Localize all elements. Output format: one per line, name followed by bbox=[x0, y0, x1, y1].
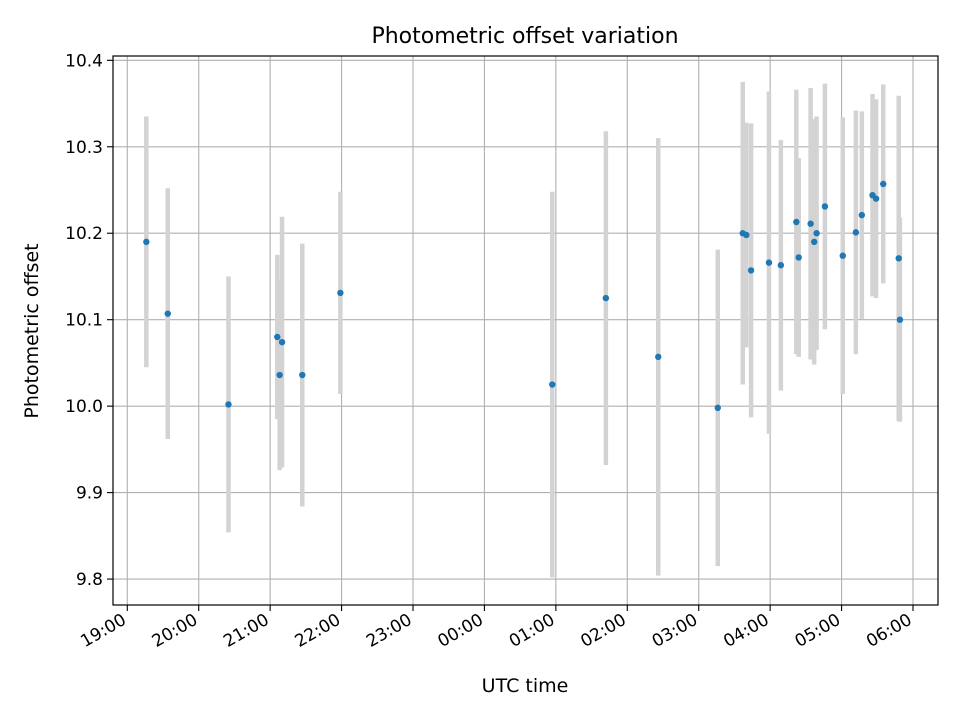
data-point bbox=[810, 238, 818, 246]
data-point bbox=[872, 195, 880, 202]
data-point bbox=[714, 404, 721, 412]
data-point bbox=[274, 333, 281, 341]
data-point bbox=[164, 310, 171, 317]
x-axis-label: UTC time bbox=[482, 675, 569, 697]
data-point bbox=[821, 203, 829, 210]
data-point bbox=[858, 211, 866, 219]
y-tick-label: 10.4 bbox=[65, 51, 103, 71]
y-axis-ticks: 9.8 9.9 10.0 10.1 10.2 10.3 10.4 bbox=[65, 51, 113, 590]
data-point bbox=[337, 289, 344, 297]
data-point bbox=[225, 401, 232, 408]
y-tick-label: 10.0 bbox=[65, 397, 103, 417]
data-point bbox=[839, 252, 846, 259]
data-point bbox=[276, 371, 283, 379]
plot-frame bbox=[112, 55, 939, 606]
data-point bbox=[807, 220, 814, 227]
data-point bbox=[299, 371, 306, 379]
data-point bbox=[278, 338, 286, 346]
data-point bbox=[896, 316, 904, 323]
data-point bbox=[549, 381, 556, 388]
data-point bbox=[747, 267, 755, 274]
y-tick-label: 10.3 bbox=[65, 138, 103, 158]
data-point bbox=[743, 231, 750, 239]
point-layer bbox=[143, 180, 904, 412]
data-point bbox=[795, 254, 802, 261]
y-axis-label: Photometric offset bbox=[21, 243, 43, 418]
data-point bbox=[793, 218, 800, 226]
data-point bbox=[852, 229, 860, 236]
y-tick-label: 9.9 bbox=[76, 484, 103, 504]
data-point bbox=[655, 353, 662, 361]
y-tick-label: 10.1 bbox=[65, 311, 103, 331]
data-point bbox=[602, 294, 610, 302]
y-tick-label: 10.2 bbox=[65, 224, 103, 244]
data-point bbox=[143, 238, 150, 246]
data-point bbox=[777, 262, 785, 269]
chart-title: Photometric offset variation bbox=[371, 24, 678, 49]
y-tick-label: 9.8 bbox=[76, 570, 103, 590]
data-point bbox=[765, 259, 773, 266]
data-point bbox=[895, 255, 902, 262]
data-point bbox=[813, 230, 820, 237]
data-point bbox=[880, 180, 887, 188]
